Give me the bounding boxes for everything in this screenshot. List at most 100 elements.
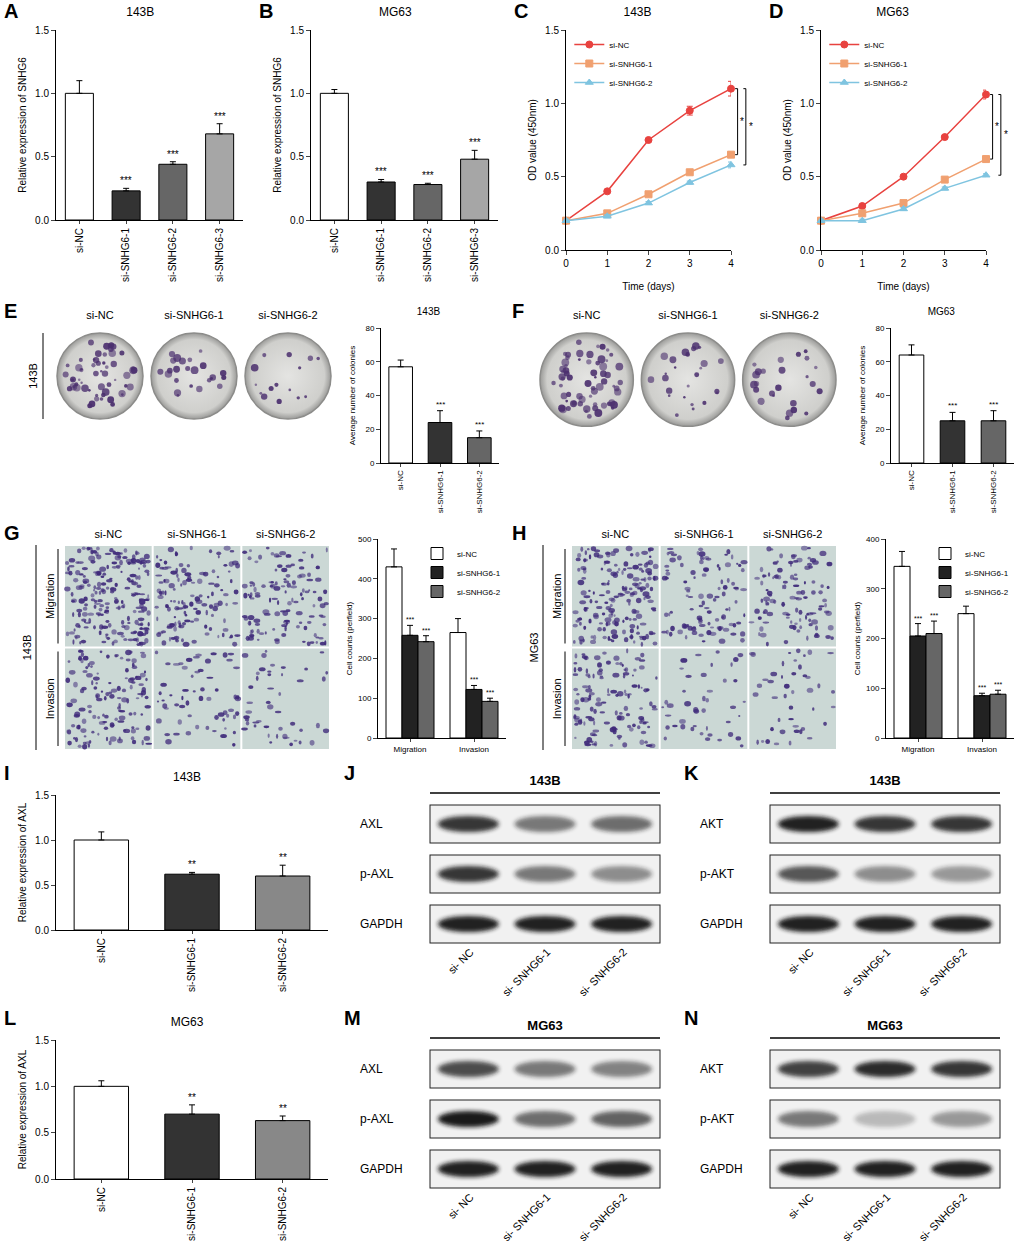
svg-text:si-SNHG6-2: si-SNHG6-2 — [763, 528, 822, 540]
svg-text:si-NC: si-NC — [96, 1187, 107, 1212]
svg-text:si-SNHG6-2: si-SNHG6-2 — [989, 470, 998, 514]
svg-text:40: 40 — [875, 391, 884, 400]
svg-text:1.5: 1.5 — [545, 25, 559, 36]
svg-text:200: 200 — [866, 634, 880, 643]
svg-text:0.0: 0.0 — [800, 245, 814, 256]
svg-text:si-NC: si-NC — [864, 41, 884, 50]
svg-text:si-SNHG6-2: si-SNHG6-2 — [457, 588, 501, 597]
svg-text:300: 300 — [866, 585, 880, 594]
svg-text:p-AXL: p-AXL — [360, 1112, 394, 1126]
svg-text:500: 500 — [358, 535, 372, 544]
svg-text:si- NC: si- NC — [446, 946, 476, 976]
svg-text:MG63: MG63 — [876, 5, 909, 19]
svg-text:400: 400 — [866, 535, 880, 544]
svg-text:si-SNHG6-1: si-SNHG6-1 — [120, 228, 131, 282]
svg-text:si-NC: si-NC — [907, 470, 916, 490]
svg-text:Time (days): Time (days) — [877, 281, 929, 292]
svg-text:4: 4 — [728, 258, 734, 269]
svg-text:Cell counts (perfield): Cell counts (perfield) — [853, 601, 862, 675]
svg-text:si-SNHG6-2: si-SNHG6-2 — [864, 79, 908, 88]
svg-text:si-SNHG6-2: si-SNHG6-2 — [277, 1187, 288, 1241]
svg-text:***: *** — [375, 166, 387, 177]
svg-text:1.5: 1.5 — [35, 1035, 49, 1046]
svg-text:si-SNHG6-1: si-SNHG6-1 — [436, 470, 445, 514]
svg-text:143B: 143B — [27, 363, 39, 389]
svg-text:p-AKT: p-AKT — [700, 867, 735, 881]
svg-text:0: 0 — [563, 258, 569, 269]
svg-text:0.0: 0.0 — [35, 215, 49, 226]
svg-text:0.0: 0.0 — [290, 215, 304, 226]
svg-text:si-SNHG6-2: si-SNHG6-2 — [167, 228, 178, 282]
svg-text:MG63: MG63 — [928, 306, 956, 317]
svg-text:***: *** — [436, 400, 445, 409]
svg-text:si-SNHG6-2: si-SNHG6-2 — [760, 309, 819, 321]
svg-text:si-SNHG6-1: si-SNHG6-1 — [186, 1187, 197, 1241]
svg-text:***: *** — [120, 175, 132, 186]
svg-text:si-SNHG6-2: si-SNHG6-2 — [277, 938, 288, 992]
svg-text:143B: 143B — [529, 773, 560, 788]
svg-text:1.5: 1.5 — [800, 25, 814, 36]
svg-text:1.5: 1.5 — [290, 25, 304, 36]
svg-text:4: 4 — [983, 258, 989, 269]
svg-text:Invasion: Invasion — [551, 678, 563, 719]
svg-text:100: 100 — [866, 684, 880, 693]
svg-text:si- SNHG6-2: si- SNHG6-2 — [917, 1191, 970, 1244]
svg-text:1: 1 — [859, 258, 865, 269]
svg-text:si-SNHG6-1: si-SNHG6-1 — [965, 569, 1009, 578]
svg-text:GAPDH: GAPDH — [700, 917, 743, 931]
svg-text:Migration: Migration — [902, 745, 935, 754]
svg-text:AKT: AKT — [700, 1062, 724, 1076]
svg-text:si-NC: si-NC — [329, 228, 340, 253]
svg-text:MG63: MG63 — [867, 1018, 902, 1033]
svg-text:***: *** — [214, 111, 226, 122]
svg-text:p-AKT: p-AKT — [700, 1112, 735, 1126]
svg-text:80: 80 — [875, 324, 884, 333]
svg-text:3: 3 — [687, 258, 693, 269]
svg-text:***: *** — [486, 689, 494, 696]
svg-text:si- SNHG6-1: si- SNHG6-1 — [840, 946, 893, 999]
svg-text:AKT: AKT — [700, 817, 724, 831]
svg-text:si-NC: si-NC — [96, 938, 107, 963]
svg-text:MG63: MG63 — [528, 633, 540, 663]
svg-text:si-SNHG6-2: si-SNHG6-2 — [965, 588, 1009, 597]
svg-text:143B: 143B — [869, 773, 900, 788]
svg-text:si-NC: si-NC — [95, 528, 123, 540]
svg-text:100: 100 — [358, 694, 372, 703]
svg-text:MG63: MG63 — [527, 1018, 562, 1033]
svg-text:si-SNHG6-1: si-SNHG6-1 — [658, 309, 717, 321]
svg-text:***: *** — [914, 615, 922, 622]
svg-text:***: *** — [422, 170, 434, 181]
svg-text:si- SNHG6-1: si- SNHG6-1 — [500, 946, 553, 999]
svg-text:300: 300 — [358, 614, 372, 623]
svg-text:*: * — [749, 121, 753, 132]
svg-text:0.0: 0.0 — [545, 245, 559, 256]
svg-text:143B: 143B — [173, 770, 201, 784]
svg-text:20: 20 — [875, 425, 884, 434]
svg-text:si-SNHG6-1: si-SNHG6-1 — [186, 938, 197, 992]
svg-text:0.0: 0.0 — [35, 925, 49, 936]
svg-text:si-SNHG6-1: si-SNHG6-1 — [609, 60, 653, 69]
svg-text:60: 60 — [365, 358, 374, 367]
svg-text:si-NC: si-NC — [86, 309, 114, 321]
svg-text:***: *** — [469, 137, 481, 148]
svg-text:si- SNHG6-1: si- SNHG6-1 — [500, 1191, 553, 1244]
svg-text:143B: 143B — [21, 635, 33, 661]
svg-text:0: 0 — [875, 734, 880, 743]
svg-text:3: 3 — [942, 258, 948, 269]
svg-text:143B: 143B — [417, 306, 441, 317]
svg-text:***: *** — [948, 401, 957, 410]
svg-text:si- SNHG6-2: si- SNHG6-2 — [917, 946, 970, 999]
svg-text:1.5: 1.5 — [35, 790, 49, 801]
svg-text:0.5: 0.5 — [290, 151, 304, 162]
svg-text:0.0: 0.0 — [35, 1174, 49, 1185]
svg-text:si-NC: si-NC — [457, 550, 477, 559]
svg-text:si-SNHG6-1: si-SNHG6-1 — [457, 569, 501, 578]
svg-text:si-NC: si-NC — [609, 41, 629, 50]
svg-text:si-SNHG6-1: si-SNHG6-1 — [864, 60, 908, 69]
svg-text:si-SNHG6-1: si-SNHG6-1 — [164, 309, 223, 321]
svg-text:Migration: Migration — [394, 745, 427, 754]
svg-text:si-NC: si-NC — [965, 550, 985, 559]
svg-text:Relative expression of AXL: Relative expression of AXL — [17, 1049, 28, 1169]
svg-text:0.5: 0.5 — [545, 171, 559, 182]
svg-text:si-SNHG6-2: si-SNHG6-2 — [422, 228, 433, 282]
